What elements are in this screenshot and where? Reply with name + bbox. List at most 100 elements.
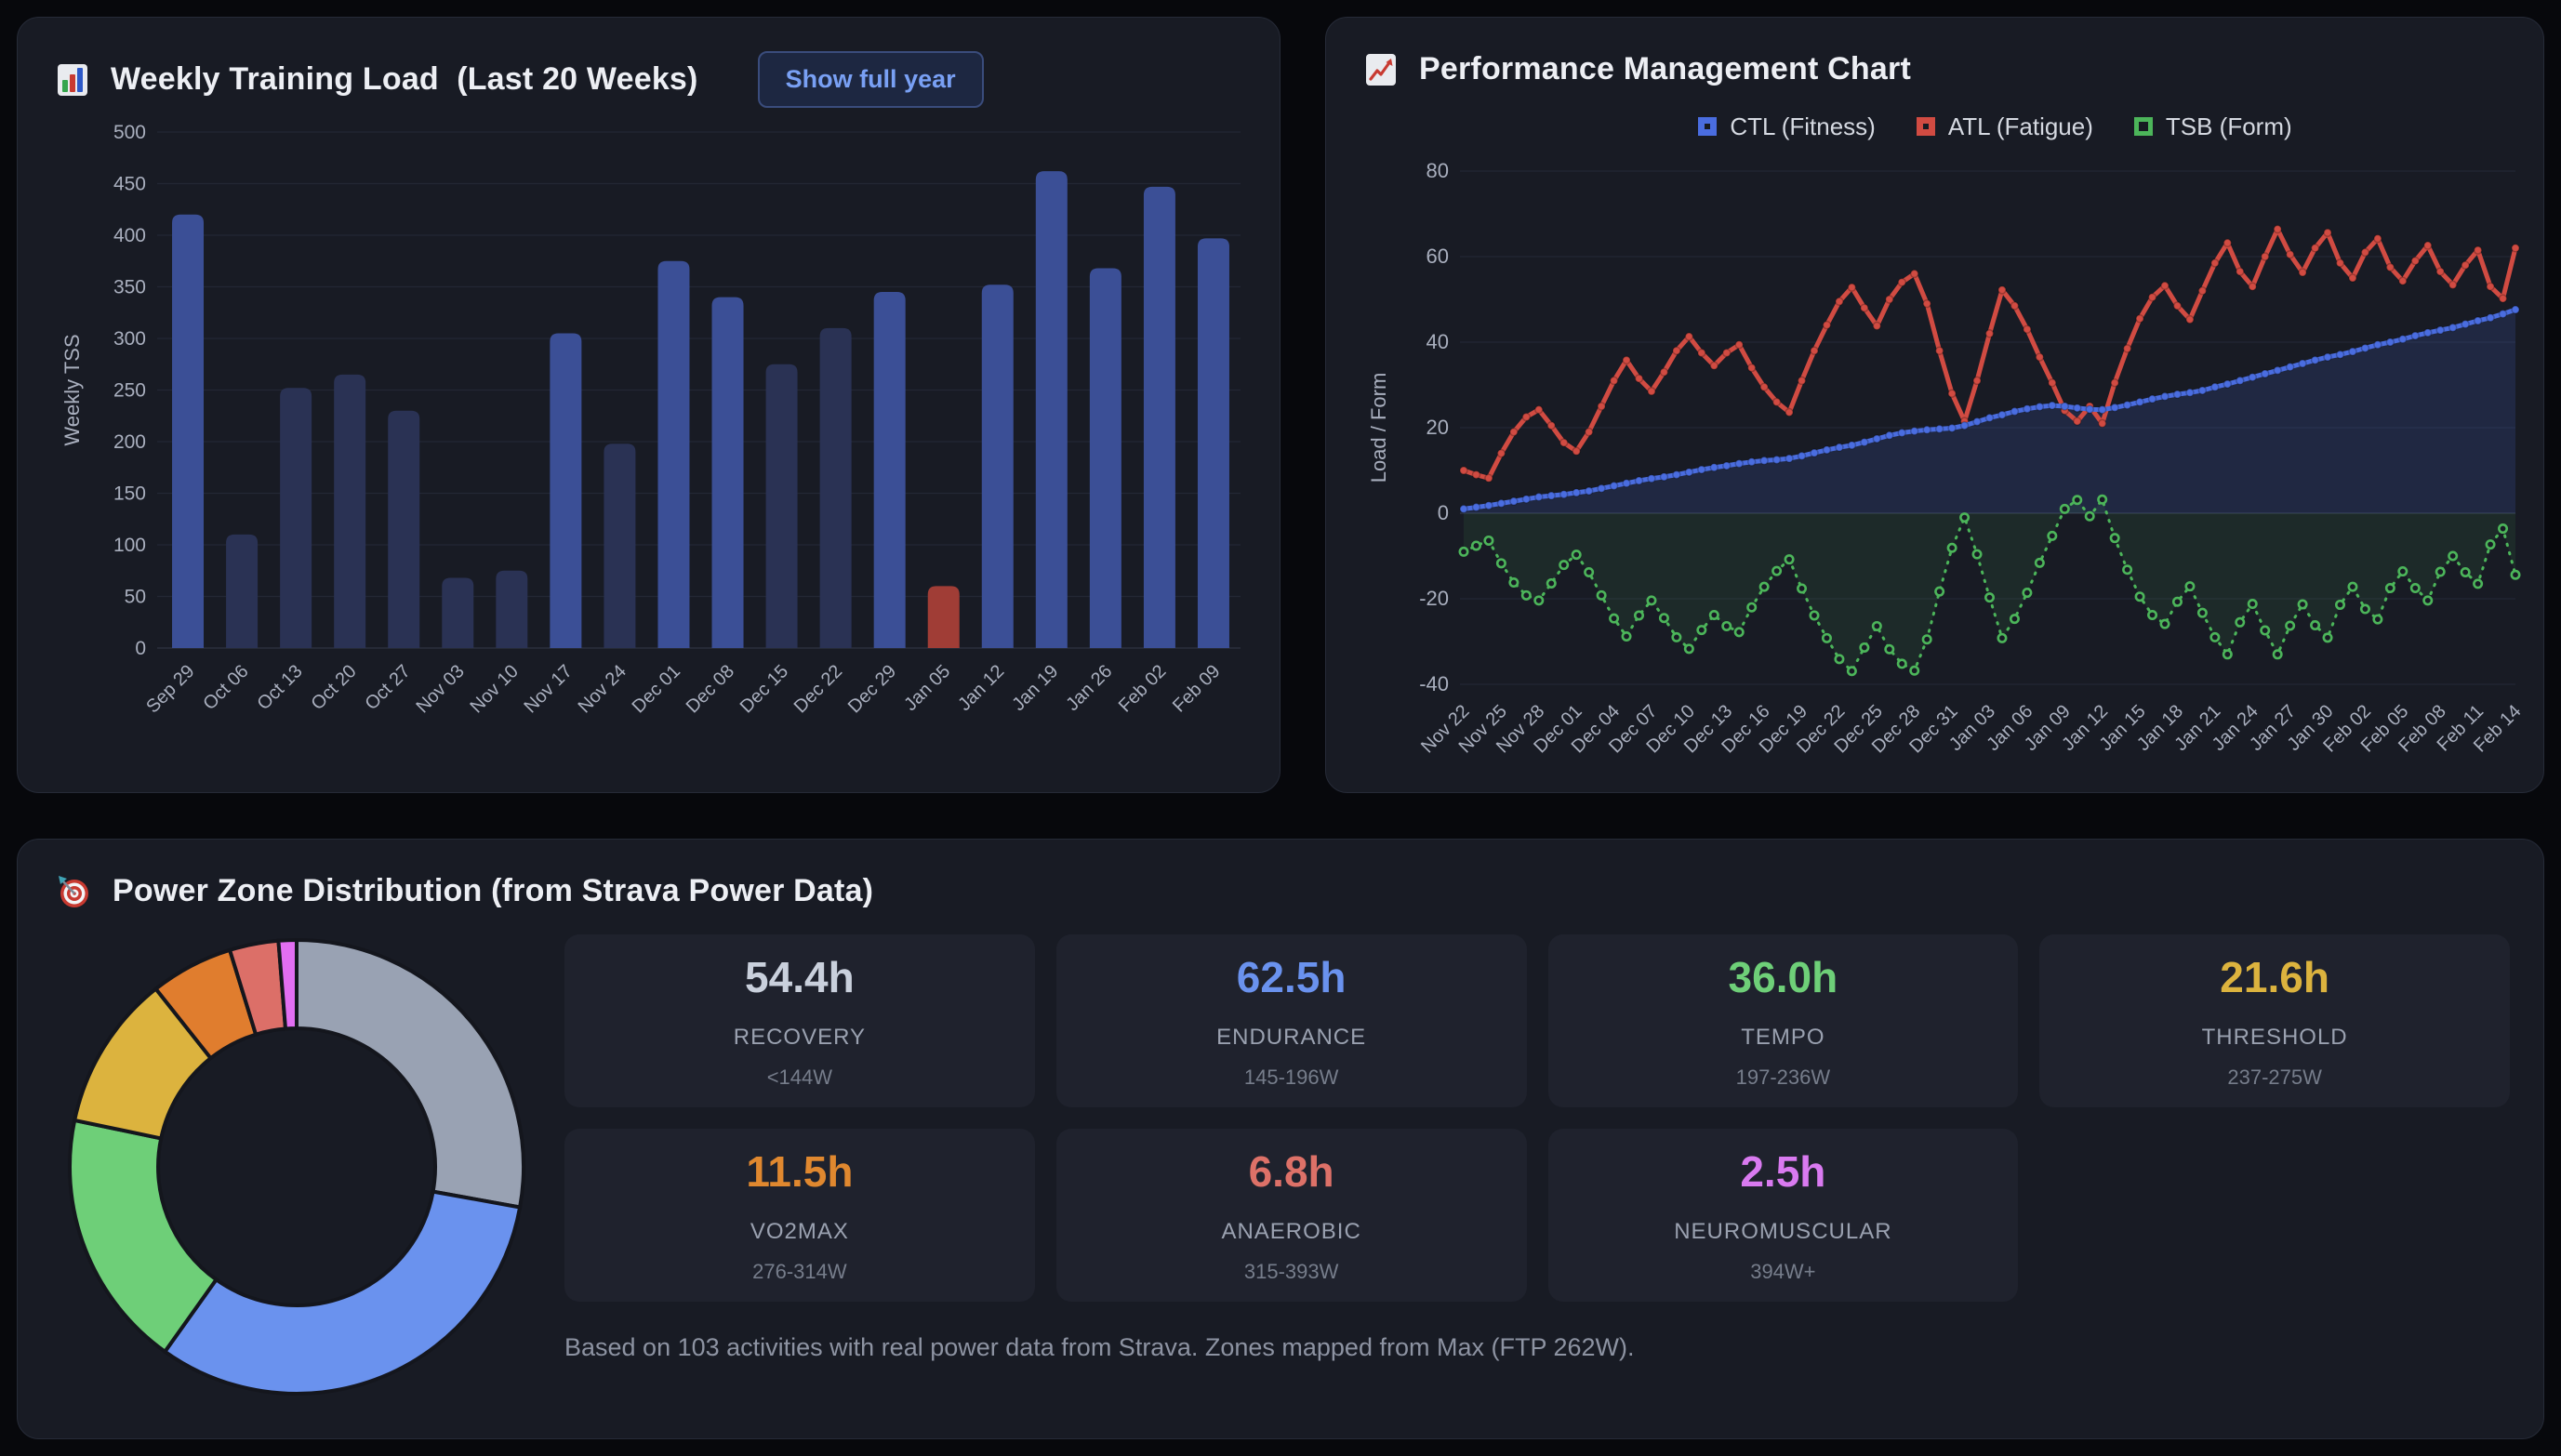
- svg-text:80: 80: [1426, 159, 1449, 182]
- svg-text:100: 100: [113, 535, 146, 556]
- zone-name: ENDURANCE: [1216, 1024, 1367, 1050]
- bar-x-label: Dec 22: [790, 661, 846, 717]
- bar-x-label: Jan 12: [954, 661, 1008, 715]
- weekly-training-load-panel: Weekly Training Load (Last 20 Weeks) Sho…: [17, 17, 1280, 793]
- zone-card-endurance: 62.5h ENDURANCE 145-196W: [1055, 933, 1527, 1107]
- target-icon: [59, 875, 88, 907]
- zone-hours: 54.4h: [745, 952, 855, 1001]
- legend-item-atl-fatigue[interactable]: ATL (Fatigue): [1916, 112, 2093, 141]
- zone-name: NEUROMUSCULAR: [1674, 1218, 1892, 1244]
- bar-x-label: Oct 13: [253, 661, 306, 714]
- bar-nov-24[interactable]: [604, 443, 636, 648]
- legend-item-ctl-fitness[interactable]: CTL (Fitness): [1698, 113, 1876, 141]
- zone-hours: 11.5h: [746, 1146, 854, 1196]
- bar-y-axis-title: Weekly TSS: [60, 334, 84, 445]
- legend-label: TSB (Form): [2165, 112, 2292, 140]
- zone-name: VO2MAX: [750, 1218, 849, 1244]
- show-full-year-button[interactable]: Show full year: [757, 51, 984, 108]
- bar-oct-13[interactable]: [280, 388, 312, 648]
- pmc-panel: Performance Management Chart CTL (Fitnes…: [1325, 17, 2544, 793]
- bar-jan-19[interactable]: [1035, 171, 1068, 648]
- bar-oct-27[interactable]: [388, 410, 420, 648]
- zone-hours: 21.6h: [2220, 952, 2329, 1001]
- zone-hours: 2.5h: [1740, 1146, 1826, 1196]
- zone-card-tempo: 36.0h TEMPO 197-236W: [1547, 933, 2019, 1107]
- bar-x-label: Oct 06: [199, 661, 252, 714]
- svg-text:450: 450: [113, 174, 146, 195]
- zone-name: RECOVERY: [733, 1024, 866, 1050]
- bar-nov-03[interactable]: [442, 577, 474, 648]
- svg-text:50: 50: [125, 587, 146, 608]
- bar-feb-02[interactable]: [1143, 186, 1175, 648]
- legend-swatch: [1916, 117, 1935, 136]
- svg-text:60: 60: [1426, 245, 1449, 268]
- legend-item-tsb-form[interactable]: TSB (Form): [2133, 112, 2292, 141]
- power-zone-donut-wrap: [51, 934, 535, 1404]
- bar-oct-20[interactable]: [334, 374, 366, 648]
- bar-sep-29[interactable]: [172, 214, 205, 649]
- bar-feb-09[interactable]: [1197, 238, 1229, 648]
- bar-x-label: Oct 20: [307, 661, 360, 714]
- donut-segment-endurance[interactable]: [162, 1189, 523, 1396]
- power-zone-donut-chart: [68, 937, 525, 1396]
- area-tsb-form: [1464, 499, 2515, 671]
- svg-text:500: 500: [113, 122, 146, 143]
- bar-jan-26[interactable]: [1089, 268, 1121, 648]
- bar-dec-08[interactable]: [711, 297, 744, 648]
- power-zone-header: Power Zone Distribution (from Strava Pow…: [18, 840, 2543, 910]
- zone-range: 276-314W: [752, 1259, 847, 1283]
- zone-card-anaerobic: 6.8h ANAEROBIC 315-393W: [1055, 1128, 1527, 1302]
- bar-x-label: Feb 02: [1115, 661, 1171, 717]
- bar-x-label: Oct 27: [362, 661, 415, 714]
- zone-range: 394W+: [1750, 1259, 1816, 1283]
- zone-card-recovery: 54.4h RECOVERY <144W: [564, 933, 1035, 1107]
- bar-nov-17[interactable]: [550, 333, 582, 648]
- pmc-y-axis-title: Load / Form: [1367, 373, 1390, 483]
- bar-jan-12[interactable]: [981, 285, 1014, 648]
- bar-x-label: Jan 26: [1062, 661, 1116, 715]
- bar-x-label: Jan 19: [1008, 661, 1062, 715]
- weekly-tss-bar-chart: 0 50 100 150 200 250 300 350 400 450 500 Weekly TSS…: [60, 122, 1241, 717]
- svg-text:400: 400: [113, 225, 146, 246]
- bar-x-label: Dec 08: [683, 661, 738, 717]
- bar-x-label: Nov 03: [412, 661, 468, 717]
- svg-text:300: 300: [113, 328, 146, 350]
- area-ctl-fitness: [1464, 310, 2515, 513]
- zone-hours: 62.5h: [1236, 952, 1347, 1001]
- zone-cards-grid: 54.4h RECOVERY <144W 62.5h ENDURANCE 145-196W…: [564, 933, 2510, 1302]
- svg-text:250: 250: [113, 380, 146, 402]
- series-atl-fatigue: [1459, 224, 2520, 483]
- bar-x-label: Sep 29: [142, 661, 198, 717]
- bar-dec-15[interactable]: [765, 364, 798, 648]
- power-zone-right: 54.4h RECOVERY <144W 62.5h ENDURANCE 145-196W…: [535, 933, 2510, 1404]
- series-tsb-form: [1458, 494, 2521, 677]
- bar-oct-06[interactable]: [226, 534, 259, 648]
- bar-dec-22[interactable]: [819, 327, 852, 648]
- donut-segment-tempo[interactable]: [68, 1118, 219, 1355]
- legend-swatch: [1698, 117, 1718, 136]
- bar-x-label: Feb 09: [1169, 661, 1225, 717]
- legend-label: ATL (Fatigue): [1947, 112, 2093, 140]
- zone-name: TEMPO: [1741, 1024, 1825, 1050]
- svg-text:20: 20: [1426, 416, 1449, 439]
- svg-text:0: 0: [1438, 501, 1449, 524]
- top-row: Weekly Training Load (Last 20 Weeks) Sho…: [17, 17, 2544, 793]
- pmc-header: Performance Management Chart: [1326, 18, 2543, 87]
- weekly-load-title: Weekly Training Load (Last 20 Weeks): [111, 61, 698, 97]
- bar-chart-icon: [58, 63, 87, 96]
- bar-x-label: Dec 01: [629, 661, 684, 717]
- donut-segment-neuromuscular[interactable]: [276, 937, 299, 1031]
- bar-dec-29[interactable]: [873, 292, 906, 648]
- zone-range: 197-236W: [1735, 1065, 1831, 1089]
- bar-x-label: Nov 10: [466, 661, 522, 717]
- zone-card-threshold: 21.6h THRESHOLD 237-275W: [2039, 933, 2510, 1107]
- bar-dec-01[interactable]: [657, 260, 690, 648]
- donut-segment-recovery[interactable]: [295, 937, 525, 1210]
- bar-nov-10[interactable]: [496, 570, 528, 648]
- svg-text:350: 350: [113, 277, 146, 298]
- bar-jan-05[interactable]: [927, 586, 960, 648]
- zone-range: 145-196W: [1243, 1065, 1339, 1089]
- bar-x-label: Dec 15: [736, 661, 792, 717]
- svg-text:200: 200: [113, 431, 146, 453]
